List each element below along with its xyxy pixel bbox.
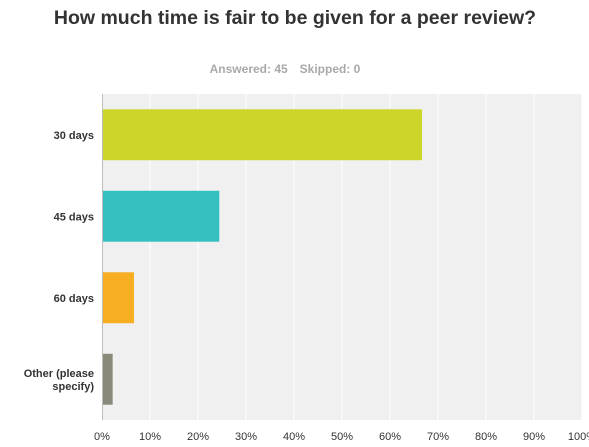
- x-tick-label: 20%: [187, 431, 209, 443]
- category-label: specify): [52, 381, 94, 393]
- x-tick-label: 0%: [94, 431, 110, 443]
- category-labels: 30 days 45 days 60 days Other (pleasespecif…: [24, 130, 95, 393]
- skipped-count: Skipped: 0: [299, 62, 361, 76]
- x-tick-label: 30%: [235, 431, 257, 443]
- x-tick-label: 80%: [475, 431, 497, 443]
- x-tick-label: 90%: [523, 431, 545, 443]
- x-tick-label: 40%: [283, 431, 305, 443]
- bar: [102, 353, 113, 405]
- x-tick-label: 70%: [427, 431, 449, 443]
- chart-title: How much time is fair to be given for a …: [53, 7, 537, 29]
- x-tick-label: 50%: [331, 431, 353, 443]
- bar: [102, 190, 220, 242]
- bars: [102, 109, 423, 405]
- category-label: 30 days: [54, 130, 94, 142]
- category-label: Other (please: [24, 368, 94, 380]
- category-label: 45 days: [54, 211, 94, 223]
- x-tick-labels: 0% 10% 20% 30% 40% 50% 60% 70% 80% 90% 100%: [94, 431, 589, 443]
- category-label: 60 days: [54, 293, 94, 305]
- bar: [102, 109, 423, 161]
- x-tick-label: 60%: [379, 431, 401, 443]
- answered-count: Answered: 45: [209, 62, 288, 76]
- response-stats: Answered: 45 Skipped: 0: [0, 62, 570, 76]
- bar: [102, 272, 135, 324]
- x-tick-label: 10%: [139, 431, 161, 443]
- x-tick-label: 100%: [568, 431, 589, 443]
